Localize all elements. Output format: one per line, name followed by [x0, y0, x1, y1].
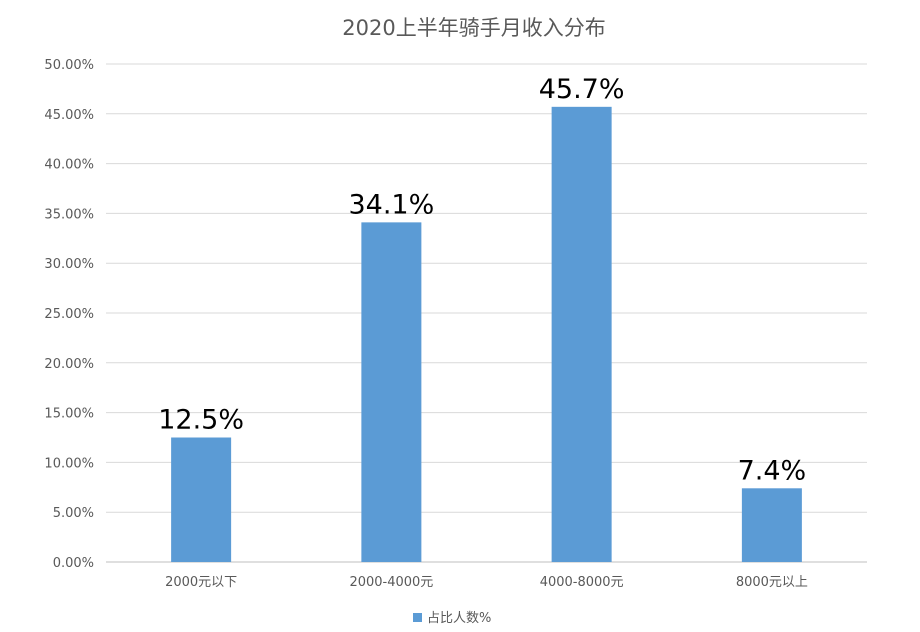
legend-label: 占比人数%: [427, 611, 491, 626]
y-tick-label: 45.00%: [44, 108, 94, 123]
y-tick-label: 10.00%: [44, 456, 94, 471]
y-tick-label: 50.00%: [44, 58, 94, 73]
data-label: 7.4%: [738, 455, 807, 486]
data-label: 12.5%: [158, 405, 244, 436]
bar: [171, 437, 232, 562]
data-label: 34.1%: [348, 189, 434, 220]
bar: [551, 106, 612, 562]
y-tick-label: 25.00%: [44, 307, 94, 322]
y-tick-label: 20.00%: [44, 357, 94, 372]
data-label: 45.7%: [539, 74, 625, 105]
y-tick-label: 5.00%: [53, 506, 94, 521]
y-tick-label: 40.00%: [44, 158, 94, 173]
chart-title: 2020上半年骑手月收入分布: [342, 16, 605, 40]
y-tick-label: 30.00%: [44, 257, 94, 272]
category-label: 2000元以下: [165, 575, 237, 590]
gridlines: [106, 63, 867, 563]
y-tick-label: 0.00%: [53, 556, 94, 571]
legend: 占比人数%: [413, 611, 491, 626]
y-tick-label: 15.00%: [44, 407, 94, 422]
category-label: 8000元以上: [736, 575, 808, 590]
x-axis-category-labels: 2000元以下 2000-4000元 4000-8000元 8000元以上: [165, 575, 808, 590]
category-label: 2000-4000元: [349, 575, 433, 590]
y-axis-tick-labels: 0.00% 5.00% 10.00% 15.00% 20.00% 25.00% 30.00%…: [44, 58, 94, 571]
bars: [171, 106, 802, 562]
bar: [741, 488, 802, 562]
category-label: 4000-8000元: [540, 575, 624, 590]
legend-swatch: [413, 613, 422, 622]
data-labels: 12.5% 34.1% 45.7% 7.4%: [158, 74, 806, 486]
bar: [361, 222, 422, 562]
y-tick-label: 35.00%: [44, 207, 94, 222]
